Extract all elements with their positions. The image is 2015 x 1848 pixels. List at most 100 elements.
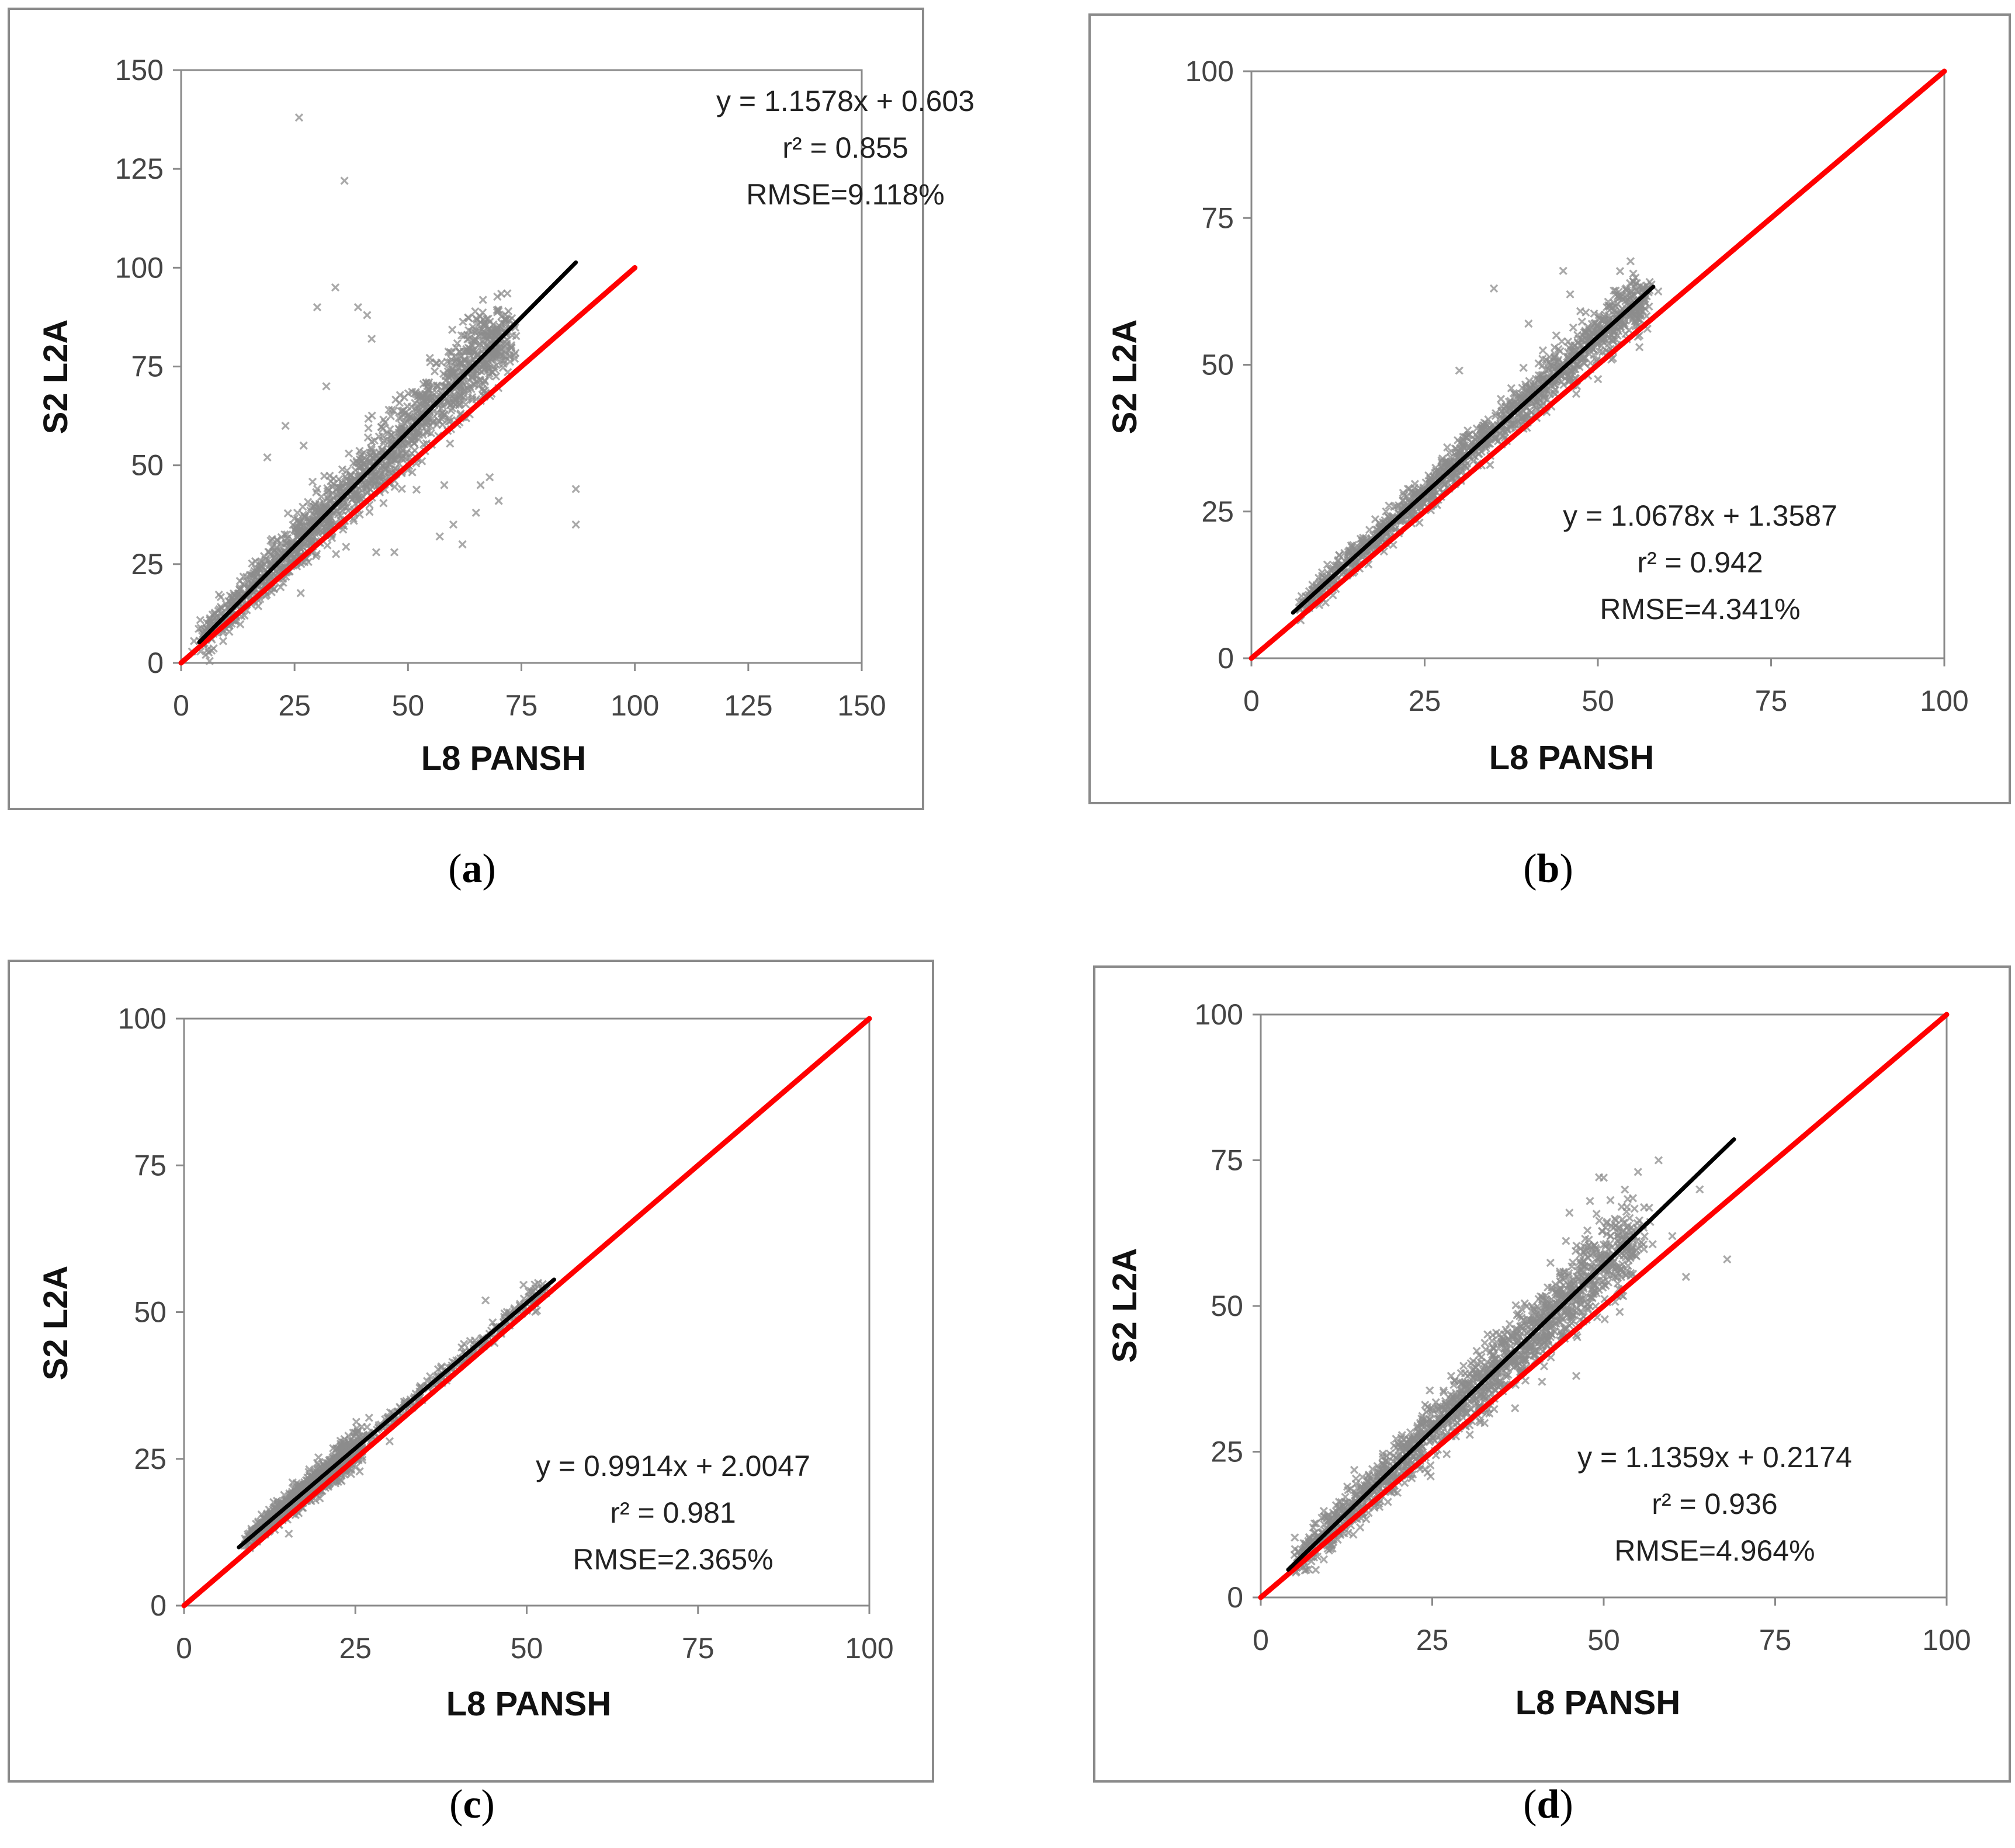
y-tick-label: 100 [118,1002,167,1035]
data-point [497,318,506,327]
data-point [300,512,309,520]
x-axis-title: L8 PANSH [421,739,587,777]
data-point [377,422,386,432]
x-tick-label: 75 [1759,1624,1792,1656]
y-tick-label: 75 [1211,1144,1243,1177]
x-tick-label: 100 [845,1632,893,1665]
y-tick-label: 75 [1201,202,1234,234]
data-point [476,312,484,321]
x-tick-label: 50 [1582,685,1614,717]
data-point [309,510,318,519]
data-point [498,363,508,372]
data-point [364,414,373,423]
y-axis-title: S2 L2A [37,319,75,435]
y-tick-label: 50 [131,449,164,482]
x-axis-title: L8 PANSH [1515,1684,1681,1722]
data-point [335,485,345,494]
data-point [415,391,424,400]
data-point [504,307,513,316]
data-point [205,656,214,666]
data-point [349,516,358,525]
y-tick-label: 100 [115,251,164,284]
data-point [323,484,332,493]
x-tick-label: 125 [724,689,772,722]
data-point [396,391,404,400]
data-point [479,321,488,329]
data-point [289,520,297,529]
data-point [462,345,471,354]
data-point [411,398,419,408]
y-axis-title: S2 L2A [37,1266,75,1381]
x-tick-label: 25 [1409,685,1441,717]
data-point [310,500,320,509]
data-point [297,524,306,533]
data-point [485,324,494,334]
data-point [469,322,477,331]
data-point [426,429,435,437]
panel-caption: (c) [449,1782,495,1827]
data-point [219,637,228,645]
y-tick-label: 150 [115,54,164,86]
data-point [367,448,376,457]
y-tick-label: 125 [115,152,164,185]
x-tick-label: 50 [1587,1624,1620,1656]
data-point [412,485,421,494]
data-point [480,332,488,341]
r-squared-label: r² = 0.855 [782,131,908,164]
x-axis-title: L8 PANSH [446,1685,612,1723]
data-point [317,492,326,501]
x-tick-label: 0 [1243,685,1260,717]
data-point [418,396,427,405]
data-point [303,517,313,526]
r-squared-label: r² = 0.942 [1637,546,1763,579]
data-point [355,484,363,494]
y-tick-label: 0 [150,1589,167,1622]
data-point [277,533,286,541]
data-point [320,471,329,481]
y-tick-label: 0 [1218,642,1234,675]
x-tick-label: 75 [1755,685,1788,717]
data-point [406,434,415,443]
data-point [512,332,521,341]
data-point [453,339,462,348]
data-point [413,426,422,435]
x-tick-label: 0 [173,689,189,722]
data-point [425,353,434,363]
data-point [501,341,510,350]
data-point [438,408,447,418]
data-point [276,583,285,592]
y-tick-label: 25 [134,1443,167,1475]
panel-caption: (a) [448,846,496,891]
data-point [446,439,455,448]
data-point [235,585,244,593]
data-point [379,499,388,508]
data-point [332,550,341,558]
data-point [379,415,388,424]
data-point [346,471,355,480]
data-point [273,536,282,544]
x-axis-title: L8 PANSH [1489,739,1655,777]
data-point [313,550,321,558]
data-point [367,445,376,454]
y-tick-label: 50 [1211,1290,1243,1322]
data-point [420,419,429,428]
x-tick-label: 100 [1920,685,1968,717]
data-point [355,446,364,456]
y-tick-label: 50 [134,1296,167,1329]
data-point [428,394,436,402]
data-point [505,357,515,366]
data-point [432,359,441,367]
data-point [439,369,448,378]
chart-frame [1093,965,2011,1783]
data-point [283,509,292,517]
y-tick-label: 0 [1227,1581,1243,1614]
data-point [338,465,347,474]
x-tick-label: 0 [176,1632,192,1665]
x-tick-label: 100 [611,689,659,722]
data-point [251,565,260,574]
x-tick-label: 50 [511,1632,543,1665]
panel-caption: (b) [1523,846,1573,891]
